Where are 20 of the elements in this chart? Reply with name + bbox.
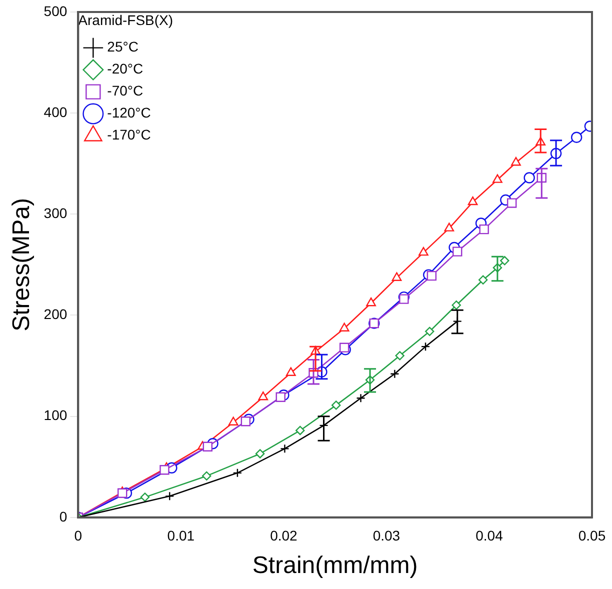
y-tick-label: 300 (44, 205, 68, 222)
legend-title: Aramid-FSB(X) (78, 12, 174, 28)
x-tick-label: 0.03 (372, 528, 400, 544)
y-tick-label: 400 (44, 104, 68, 120)
legend-label: -70°C (107, 82, 144, 99)
y-tick-label: 200 (44, 306, 68, 322)
legend-label: -120°C (107, 104, 151, 121)
x-tick-label: 0.01 (167, 528, 195, 544)
y-axis-title: Stress(MPa) (8, 198, 36, 332)
legend-label: -170°C (107, 126, 151, 143)
x-tick-label: 0.02 (270, 528, 298, 544)
x-tick-label: 0.04 (476, 528, 504, 544)
x-axis-title: Strain(mm/mm) (252, 552, 418, 580)
legend-label: 25°C (107, 38, 138, 55)
y-tick-label: 500 (44, 2, 68, 19)
y-tick-label: 0 (59, 508, 68, 524)
y-tick-label: 100 (44, 407, 68, 424)
x-tick-label: 0 (74, 528, 82, 544)
x-tick-label: 0.05 (578, 528, 606, 544)
legend-label: -20°C (107, 60, 144, 77)
